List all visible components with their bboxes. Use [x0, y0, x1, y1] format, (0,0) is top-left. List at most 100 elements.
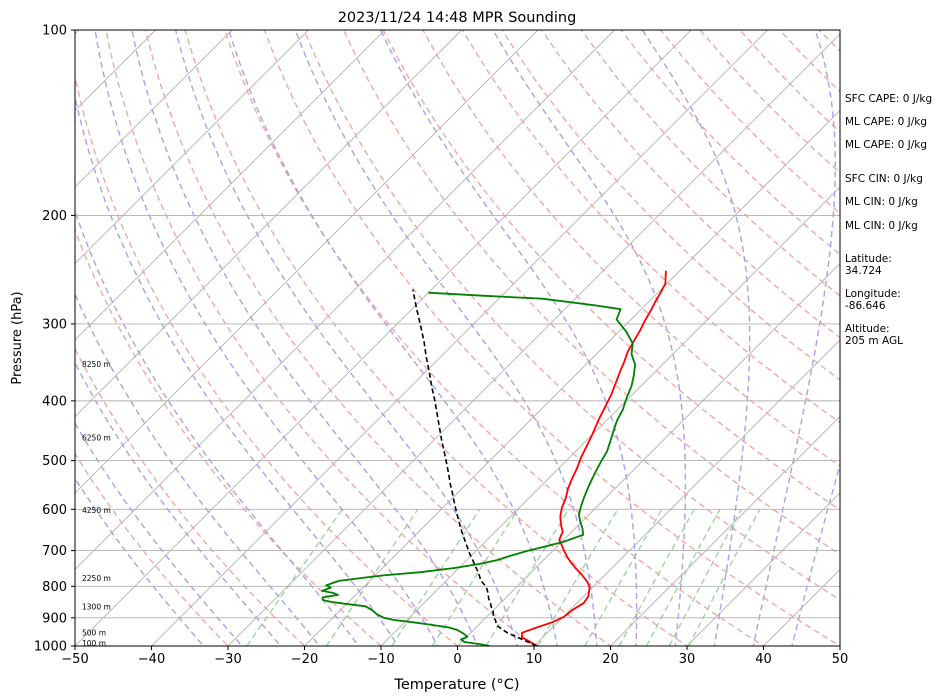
- height-label: 2250 m: [82, 574, 111, 583]
- ml-cape-readout-2: ML CAPE: 0 J/kg: [845, 139, 928, 151]
- y-tick-label: 700: [42, 544, 67, 559]
- height-label: 1300 m: [82, 603, 111, 612]
- moist-adiabat-line: [380, 30, 638, 646]
- ml-cape-readout: ML CAPE: 0 J/kg: [845, 116, 928, 128]
- sfc-cape-readout: SFC CAPE: 0 J/kg: [845, 93, 933, 105]
- moist-adiabat-line: [641, 30, 751, 646]
- isotherm-line: [75, 30, 233, 188]
- plot-frame: [74, 29, 841, 647]
- height-label: 6250 m: [82, 433, 111, 442]
- moist-adiabat-line: [228, 30, 558, 646]
- y-tick-label: 900: [42, 611, 67, 626]
- dry-adiabat-line: [75, 73, 459, 646]
- dry-adiabat-line: [303, 30, 840, 601]
- isotherm-line: [609, 415, 840, 646]
- x-tick-label: −20: [291, 652, 318, 667]
- dry-adiabat-line: [263, 30, 840, 646]
- y-tick-label: 200: [42, 209, 67, 224]
- altitude-value: 205 m AGL: [845, 335, 903, 347]
- x-axis: −50 −40 −30 −20 −10 0 10 20 30 40 50: [61, 646, 848, 667]
- x-tick-label: 20: [602, 652, 619, 667]
- y-axis: 100 200 300 400 500 600 700 800 900 1000: [34, 24, 75, 655]
- dry-adiabat-line: [461, 30, 840, 424]
- sfc-cin-readout: SFC CIN: 0 J/kg: [845, 173, 923, 185]
- mixing-ratio-line: [688, 508, 761, 646]
- x-tick-label: −10: [367, 652, 394, 667]
- moist-adiabat-line: [75, 361, 282, 646]
- moist-adiabat-line: [94, 30, 439, 646]
- ml-cin-readout: ML CIN: 0 J/kg: [845, 196, 918, 208]
- dry-adiabat-line: [422, 30, 840, 467]
- isotherm-line: [0, 30, 3, 659]
- background-lines: [0, 30, 840, 659]
- temperature-trace: [521, 270, 667, 646]
- height-label: 4250 m: [82, 506, 111, 515]
- height-labels: 100 m 500 m 1300 m 2250 m 4250 m 6250 m 8250 m: [82, 360, 111, 648]
- dry-adiabat-line: [144, 30, 612, 646]
- mixing-ratio-line: [618, 508, 695, 646]
- parcel-profile-trace: [412, 289, 538, 646]
- latitude-label: Latitude:: [845, 253, 892, 265]
- isotherm-line: [150, 30, 768, 646]
- isotherm-line: [686, 492, 840, 646]
- mixing-ratio-line: [668, 508, 742, 646]
- moist-adiabat-line: [174, 30, 519, 646]
- mixing-ratio-line: [485, 508, 570, 646]
- y-tick-label: 1000: [34, 640, 67, 655]
- dry-adiabat-line: [501, 30, 840, 381]
- altitude-label: Altitude:: [845, 323, 890, 335]
- x-tick-label: 30: [679, 652, 696, 667]
- dry-adiabat-line: [105, 30, 536, 646]
- isotherm-line: [303, 109, 840, 646]
- moist-adiabat-line: [75, 93, 399, 646]
- y-tick-label: 300: [42, 317, 67, 332]
- y-tick-label: 600: [42, 503, 67, 518]
- moist-adiabat-line: [75, 209, 360, 646]
- moist-adiabat-line: [75, 421, 243, 646]
- pressure-grid: [75, 30, 840, 646]
- y-axis-label: Pressure (hPa): [10, 291, 25, 384]
- mixing-ratio-line: [246, 508, 343, 646]
- longitude-label: Longitude:: [845, 288, 901, 300]
- dry-adiabat-line: [224, 30, 765, 646]
- x-tick-label: 10: [526, 652, 543, 667]
- chart-title: 2023/11/24 14:48 MPR Sounding: [338, 10, 577, 26]
- isotherm-line: [75, 30, 386, 341]
- x-tick-label: 40: [755, 652, 772, 667]
- mixing-ratio-line: [645, 508, 721, 646]
- dry-adiabat-line: [75, 228, 383, 646]
- longitude-value: -86.646: [845, 300, 886, 312]
- ml-cin-readout-2: ML CIN: 0 J/kg: [845, 220, 918, 232]
- mixing-ratio-line: [537, 508, 619, 646]
- data-series: [321, 270, 667, 646]
- isotherm-line: [75, 30, 615, 571]
- dewpoint-trace: [321, 291, 636, 646]
- isotherm-line: [75, 30, 539, 494]
- x-tick-label: −40: [138, 652, 165, 667]
- dry-adiabat-line: [184, 30, 689, 646]
- dry-adiabat-line: [382, 30, 840, 511]
- isotherm-line: [75, 30, 309, 265]
- isotherm-line: [456, 262, 840, 646]
- y-tick-label: 500: [42, 454, 67, 469]
- x-tick-label: −50: [61, 652, 88, 667]
- height-label: 100 m: [82, 639, 106, 648]
- y-tick-label: 100: [42, 24, 67, 39]
- moist-adiabat-line: [752, 30, 837, 646]
- moist-adiabat-line: [294, 30, 598, 646]
- isotherm-line: [75, 30, 692, 646]
- latitude-value: 34.724: [845, 265, 882, 277]
- moist-adiabat-line: [75, 292, 321, 646]
- moist-adiabat-line: [791, 461, 840, 646]
- y-tick-label: 400: [42, 394, 67, 409]
- isotherm-line: [75, 30, 462, 418]
- height-label: 500 m: [82, 628, 106, 637]
- y-tick-label: 800: [42, 580, 67, 595]
- isotherm-line: [533, 339, 840, 646]
- x-tick-label: 0: [453, 652, 461, 667]
- x-tick-label: 50: [832, 652, 849, 667]
- moist-adiabat-line: [131, 30, 479, 646]
- x-tick-label: −30: [214, 652, 241, 667]
- x-axis-label: Temperature (°C): [393, 677, 519, 693]
